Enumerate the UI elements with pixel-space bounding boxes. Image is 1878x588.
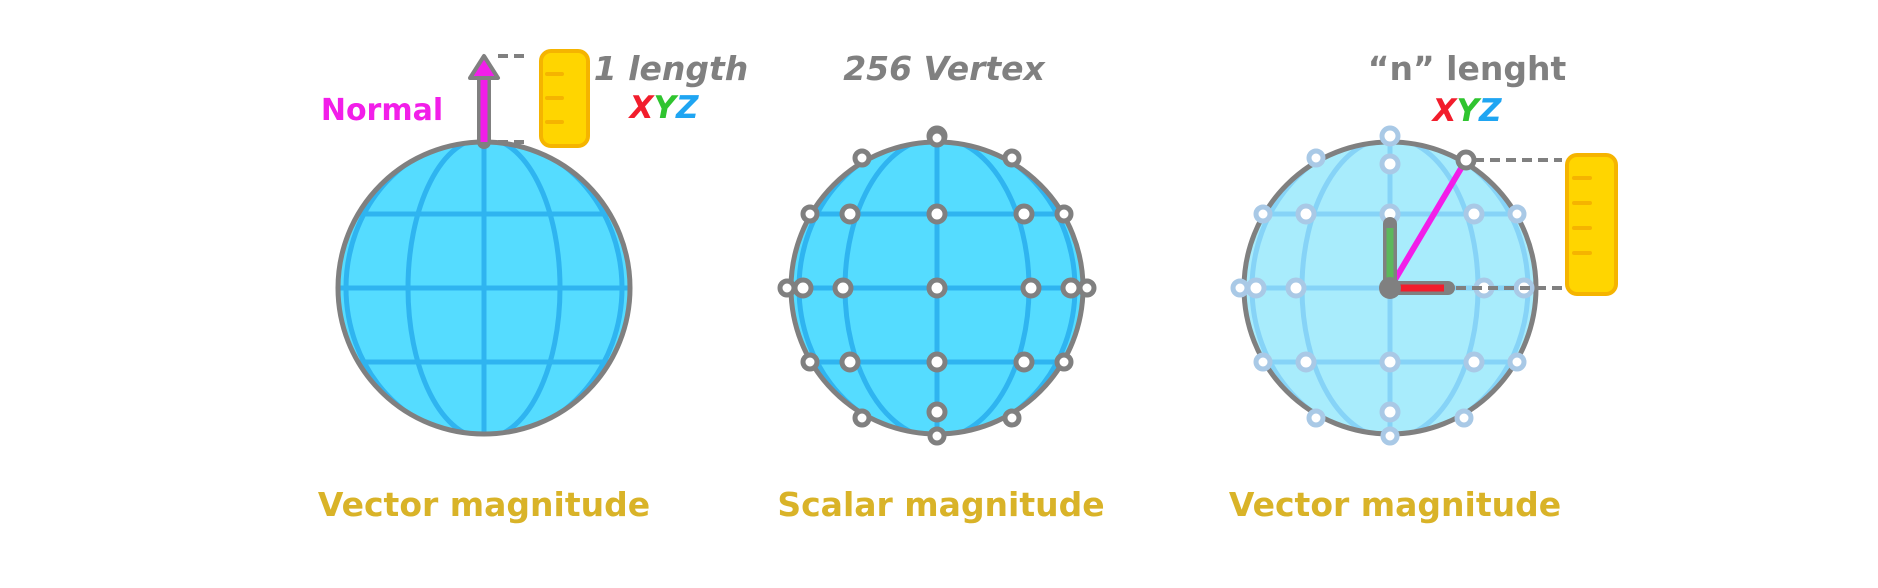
vertex-dot-icon: [926, 203, 948, 225]
panel-vector-magnitude-normal: Normal 1 length XYZ Vector magnitude: [318, 49, 748, 524]
length-vector: [1387, 149, 1477, 291]
normal-label: Normal: [321, 93, 443, 128]
vertex-dot-icon: [1253, 352, 1273, 372]
panel-scalar-magnitude: 256 Vertex Scalar magnitude: [777, 49, 1104, 524]
vertex-dot-icon: [1379, 401, 1401, 423]
vertex-dots-faded: [1230, 125, 1535, 446]
axis-x-label: X: [1431, 93, 1459, 129]
vertex-dot-icon: [792, 277, 814, 299]
vertex-dot-icon: [852, 148, 872, 168]
vertex-dot-icon: [1245, 277, 1267, 299]
vertex-dot-icon: [1060, 277, 1082, 299]
vertex-dot-icon: [1454, 408, 1474, 428]
ruler-icon: [539, 49, 590, 148]
vertex-dot-icon: [1230, 278, 1250, 298]
vertex-dot-icon: [1002, 408, 1022, 428]
sphere: [335, 139, 633, 437]
vertex-dot-icon: [1306, 148, 1326, 168]
vertex-dot-icon: [1295, 203, 1317, 225]
axis-y-label: Y: [1456, 93, 1482, 129]
vertex-dot-icon: [1379, 351, 1401, 373]
vertex-dot-icon: [800, 204, 820, 224]
axis-y-label: Y: [653, 90, 679, 126]
vertex-dot-icon: [927, 128, 947, 148]
vertex-dot-icon: [839, 351, 861, 373]
axes-label: XYZ: [1431, 93, 1502, 129]
vertex-dot-icon: [1507, 352, 1527, 372]
vertex-dot-icon: [1253, 204, 1273, 224]
vertex-count-label: 256 Vertex: [843, 49, 1046, 88]
vertex-dot-icon: [1285, 277, 1307, 299]
vertex-dot-icon: [926, 351, 948, 373]
panel-caption: Scalar magnitude: [777, 485, 1104, 524]
vertex-dot-icon: [1013, 203, 1035, 225]
vertex-dot-icon: [777, 278, 797, 298]
vertex-dot-icon: [1379, 125, 1401, 147]
vertex-dot-icon: [1054, 204, 1074, 224]
vertex-dot-icon: [800, 352, 820, 372]
length-label: 1 length: [594, 49, 749, 88]
length-dashes: [498, 54, 530, 144]
vertex-dot-icon: [1020, 277, 1042, 299]
vertex-dot-icon: [1463, 203, 1485, 225]
ruler-icon: [1565, 153, 1618, 296]
vertex-dot-icon: [1463, 351, 1485, 373]
axes-label: XYZ: [628, 90, 699, 126]
vertex-dot-icon: [1002, 148, 1022, 168]
axis-z-label: Z: [675, 90, 699, 126]
axis-z-label: Z: [1478, 93, 1502, 129]
vertex-dot-icon: [1295, 351, 1317, 373]
vertex-dot-icon: [926, 277, 948, 299]
vertex-dot-icon: [926, 401, 948, 423]
axis-gizmo: [1379, 217, 1455, 299]
panel-caption: Vector magnitude: [318, 485, 650, 524]
axis-x-label: X: [628, 90, 656, 126]
vertex-dot-icon: [852, 408, 872, 428]
vertex-dot-icon: [1054, 352, 1074, 372]
vertex-dot-icon: [1379, 153, 1401, 175]
vertex-dots: [777, 125, 1097, 446]
vertex-dot-icon: [1455, 149, 1477, 171]
vertex-dot-icon: [1380, 426, 1400, 446]
arrow-up-icon: [468, 54, 500, 80]
panel-vector-magnitude-length: “n” lenght XYZ Vector magnitude: [1229, 49, 1618, 524]
vertex-dot-icon: [1306, 408, 1326, 428]
panel-caption: Vector magnitude: [1229, 485, 1561, 524]
length-dashes: [1440, 158, 1562, 290]
vertex-dot-icon: [832, 277, 854, 299]
vertex-dot-icon: [927, 426, 947, 446]
vertex-dot-icon: [1507, 204, 1527, 224]
normal-arrow: [468, 54, 500, 149]
length-label: “n” lenght: [1368, 49, 1567, 88]
vertex-dot-icon: [1077, 278, 1097, 298]
vertex-dot-icon: [1013, 351, 1035, 373]
vertex-dot-icon: [839, 203, 861, 225]
